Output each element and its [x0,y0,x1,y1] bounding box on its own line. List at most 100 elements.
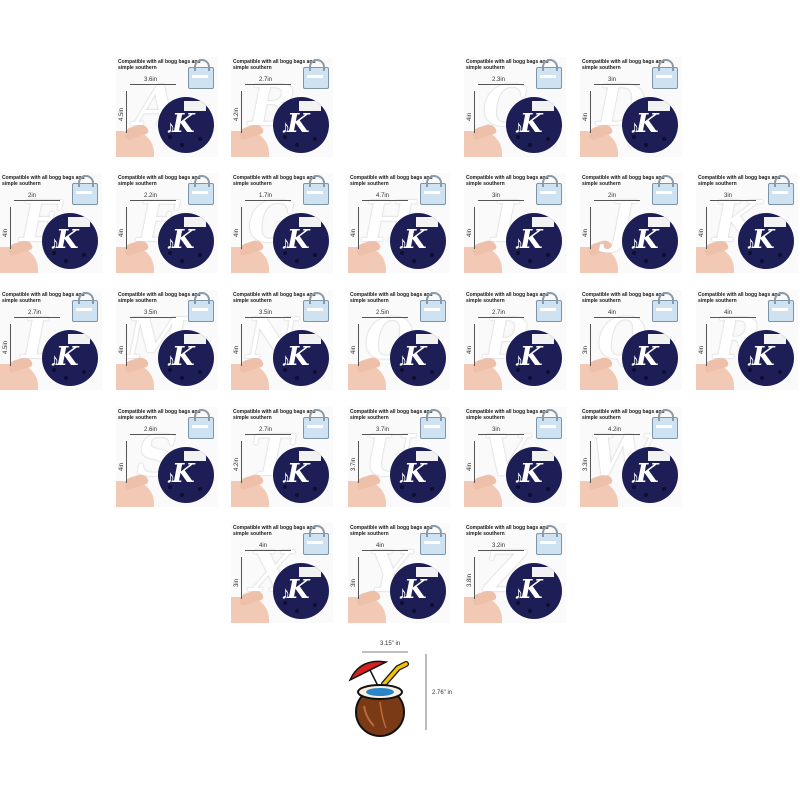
music-note-icon: ♪ [398,350,407,370]
music-note-icon: ♪ [514,233,523,253]
bogg-bag-icon [652,175,678,205]
monogram-badge: ♪ K [158,97,214,153]
bogg-bag-icon [536,292,562,322]
monogram-letter-icon: K [752,225,775,255]
compatibility-caption: Compatible with all bogg bags and simple… [466,59,549,71]
monogram-letter-icon: K [172,459,195,489]
badge-tag [68,217,90,227]
badge-tag [532,567,554,577]
monogram-letter-icon: K [752,342,775,372]
width-dimension-line [710,200,756,201]
height-label: 4in [351,228,357,237]
compatibility-caption: Compatible with all bogg bags and simple… [582,175,665,187]
monogram-letter-icon: K [404,342,427,372]
bogg-bag-icon [72,175,98,205]
compatibility-caption: Compatible with all bogg bags and simple… [466,292,549,304]
width-dimension-line [594,200,640,201]
monogram-badge: ♪ K [158,330,214,386]
width-dimension-line [710,317,756,318]
letter-tile-p: Compatible with all bogg bags and simple… [464,290,566,390]
height-label: 4in [119,345,125,354]
monogram-letter-icon: K [56,225,79,255]
compatibility-caption: Compatible with all bogg bags and simple… [233,292,316,304]
width-dimension-line [245,84,291,85]
width-label: 2.7in [492,310,506,316]
compatibility-caption: Compatible with all bogg bags and simple… [118,292,201,304]
bogg-bag-icon [188,409,214,439]
compatibility-caption: Compatible with all bogg bags and simple… [582,292,665,304]
letter-tile-k: Compatible with all bogg bags and simple… [696,173,798,273]
height-label: 4in [119,462,125,471]
letter-tile-i: Compatible with all bogg bags and simple… [464,173,566,273]
height-label: 4.2in [234,107,240,121]
compatibility-caption: Compatible with all bogg bags and simple… [233,525,316,537]
compatibility-caption: Compatible with all bogg bags and simple… [698,292,781,304]
coconut-width-label: 3.15" in [380,641,401,647]
music-note-icon: ♪ [514,117,523,137]
letter-tile-l: Compatible with all bogg bags and simple… [0,290,102,390]
letter-tile-w: Compatible with all bogg bags and simple… [580,407,682,507]
badge-tag [416,451,438,461]
music-note-icon: ♪ [514,467,523,487]
letter-tile-x: Compatible with all bogg bags and simple… [231,523,333,623]
width-dimension-line [478,434,524,435]
width-dimension-line [245,317,291,318]
height-dimension-line [358,441,359,483]
monogram-badge: ♪ K [42,213,98,269]
monogram-badge: ♪ K [738,330,794,386]
bogg-bag-icon [303,175,329,205]
width-dimension-line [130,434,176,435]
music-note-icon: ♪ [281,583,290,603]
compatibility-caption: Compatible with all bogg bags and simple… [582,409,665,421]
height-label: 3.8in [467,573,473,587]
monogram-badge: ♪ K [622,330,678,386]
width-dimension-line [362,434,408,435]
music-note-icon: ♪ [630,467,639,487]
width-label: 2.3in [492,77,506,83]
monogram-badge: ♪ K [273,213,329,269]
letter-tile-h: Compatible with all bogg bags and simple… [348,173,450,273]
badge-tag [648,217,670,227]
monogram-badge: ♪ K [273,563,329,619]
monogram-letter-icon: K [520,575,543,605]
width-dimension-line [478,550,524,551]
monogram-letter-icon: K [287,459,310,489]
height-label: 3in [351,578,357,587]
badge-tag [532,334,554,344]
height-label: 4in [467,228,473,237]
monogram-letter-icon: K [172,342,195,372]
music-note-icon: ♪ [630,117,639,137]
bogg-bag-icon [652,59,678,89]
height-label: 3.3in [583,457,589,471]
height-label: 3.7in [351,457,357,471]
monogram-letter-icon: K [520,225,543,255]
width-dimension-line [14,200,60,201]
height-dimension-line [474,557,475,599]
width-label: 1.7in [259,193,273,199]
music-note-icon: ♪ [398,583,407,603]
height-label: 4in [234,228,240,237]
monogram-badge: ♪ K [390,563,446,619]
height-label: 4in [234,345,240,354]
width-label: 2.7in [259,77,273,83]
monogram-badge: ♪ K [273,447,329,503]
monogram-badge: ♪ K [390,213,446,269]
letter-tile-u: Compatible with all bogg bags and simple… [348,407,450,507]
height-label: 4in [351,345,357,354]
letter-tile-m: Compatible with all bogg bags and simple… [116,290,218,390]
bogg-bag-icon [536,175,562,205]
width-dimension-line [594,317,640,318]
badge-tag [68,334,90,344]
badge-tag [299,451,321,461]
monogram-badge: ♪ K [390,330,446,386]
width-dimension-line [130,200,176,201]
width-dimension-line [478,84,524,85]
badge-tag [299,567,321,577]
width-label: 2.7in [259,427,273,433]
monogram-letter-icon: K [520,109,543,139]
height-label: 4.2in [234,457,240,471]
height-dimension-line [10,207,11,249]
height-dimension-line [126,441,127,483]
width-dimension-line [245,434,291,435]
bogg-bag-icon [303,292,329,322]
